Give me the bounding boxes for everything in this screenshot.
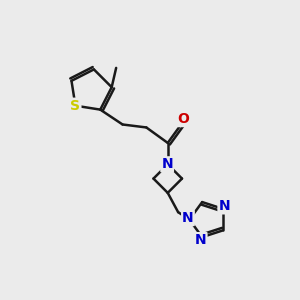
Text: N: N [195, 233, 206, 247]
Text: N: N [161, 157, 173, 171]
Text: N: N [218, 200, 230, 213]
Text: O: O [178, 112, 189, 126]
Text: S: S [70, 99, 80, 113]
Text: N: N [182, 211, 194, 225]
